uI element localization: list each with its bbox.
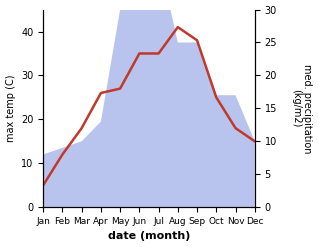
Y-axis label: med. precipitation
(kg/m2): med. precipitation (kg/m2) [291,64,313,153]
Y-axis label: max temp (C): max temp (C) [5,75,16,142]
X-axis label: date (month): date (month) [108,231,190,242]
